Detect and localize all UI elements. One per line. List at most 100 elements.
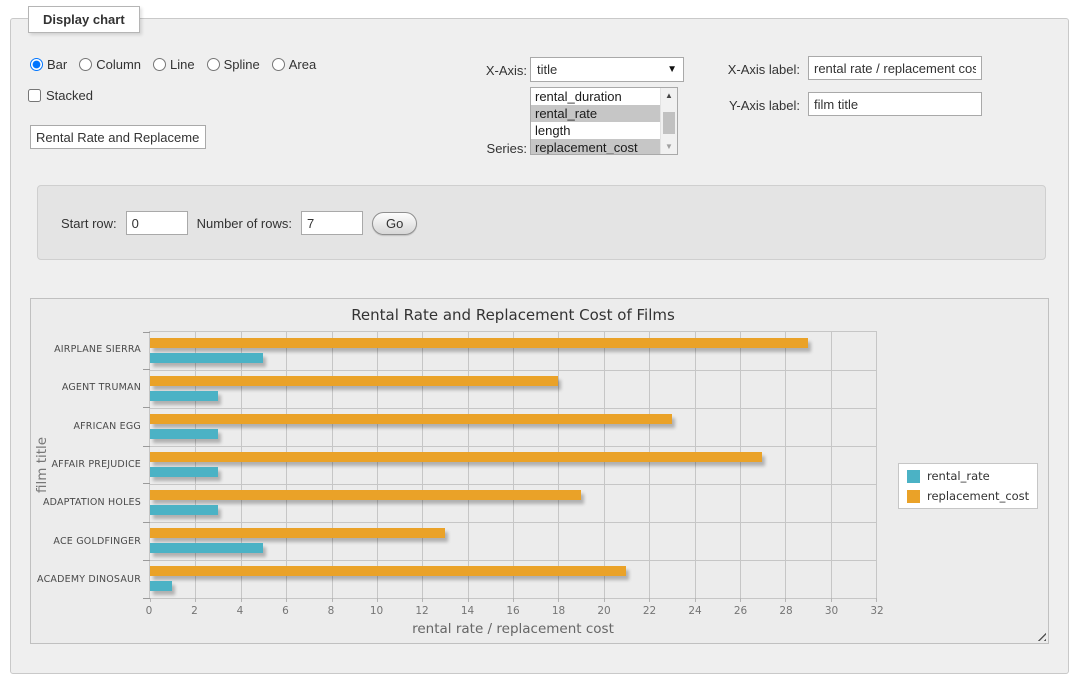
radio-area[interactable] [271,58,285,71]
grid-line-y [150,408,876,409]
category-label: AFRICAN EGG [73,420,141,432]
x-tick-label: 8 [327,605,335,617]
x-tick-mark [739,598,741,602]
grid-line-y [150,446,876,447]
grid-line-x [694,332,696,598]
dropdown-arrow-icon: ▼ [667,64,677,75]
y-tick-mark [143,597,150,599]
grid-line-x [513,332,514,598]
y-tick-mark [143,369,150,371]
bar-rental_rate-6 [150,580,173,591]
x-tick-mark [331,598,333,602]
x-tick-label: 0 [145,605,153,617]
x-tick-label: 10 [369,605,384,617]
bar-replacement_cost-1 [150,375,559,386]
chart-title-input[interactable] [30,125,206,149]
radio-spline[interactable] [206,58,220,71]
grid-line-x [422,332,424,598]
y-tick-mark [143,559,150,561]
y-tick-mark [143,331,150,333]
bar-rental_rate-4 [150,504,218,515]
x-axis-select-label: X-Axis: [485,63,527,78]
bar-replacement_cost-3 [150,451,763,462]
num-rows-label: Number of rows: [196,215,292,231]
y-tick-mark [143,407,150,409]
grid-line-x [240,332,242,598]
y-tick-mark [143,483,150,485]
x-tick-label: 6 [282,605,289,617]
x-tick-mark [195,598,197,602]
x-tick-mark [286,598,288,602]
grid-line-y [150,370,876,371]
scroll-down-icon[interactable]: ▼ [665,142,673,151]
grid-line-x [467,332,469,598]
x-tick-label: 2 [191,605,198,617]
row-controls-panel: Start row: Number of rows: Go [37,185,1046,260]
start-row-input[interactable] [125,211,188,235]
display-chart-legend: Display chart [28,6,140,33]
series-listbox[interactable]: rental_duration rental_rate length replacem… [530,87,678,155]
radio-bar[interactable] [30,58,43,71]
x-tick-label: 4 [236,605,244,617]
bar-rental_rate-0 [150,352,264,363]
go-button[interactable]: Go [372,211,418,235]
series-option-rental_duration[interactable]: rental_duration [535,89,622,104]
stacked-checkbox[interactable] [28,89,41,102]
bar-rental_rate-1 [150,390,218,401]
grid-line-y [150,560,876,561]
x-tick-label: 30 [824,605,839,617]
x-tick-label: 14 [460,605,475,617]
x-tick-mark [422,598,424,602]
grid-line-x [558,332,560,598]
x-tick-mark [649,598,651,602]
series-scrollbar[interactable]: ▲ ▼ [660,88,677,154]
chart-legend: rental_rate replacement_cost [898,463,1039,509]
bar-rental_rate-5 [150,542,264,553]
x-tick-mark [467,598,469,602]
grid-line-y [150,522,876,523]
category-label: AFFAIR PREJUDICE [51,459,141,470]
x-axis-select[interactable]: title ▼ [530,57,684,82]
bar-replacement_cost-5 [150,527,445,538]
category-label: ADAPTATION HOLES [42,497,141,509]
legend-swatch [907,489,920,503]
x-tick-label: 24 [688,605,702,617]
x-tick-label: 18 [551,605,566,617]
num-rows-input[interactable] [301,211,363,235]
x-tick-mark [785,598,787,602]
bar-replacement_cost-4 [150,489,581,500]
scrollbar-thumb[interactable] [663,112,675,134]
series-select-label: Series: [486,141,527,156]
bar-replacement_cost-6 [150,565,627,576]
series-option-rental_rate[interactable]: rental_rate [531,105,660,122]
stacked-label: Stacked [46,88,93,103]
radio-line[interactable] [153,58,167,71]
x-tick-label: 20 [597,605,611,617]
category-label: ACADEMY DINOSAUR [37,573,141,585]
radio-label-bar: Bar [47,57,68,72]
series-option-length[interactable]: length [535,123,571,138]
row-controls: Start row: Number of rows: Go [61,211,418,235]
grid-line-y [150,484,876,485]
scroll-up-icon[interactable]: ▲ [665,91,673,100]
grid-line-x [830,332,832,598]
x-axis-label-field[interactable] [808,56,982,80]
legend-label: replacement_cost [927,489,1030,503]
radio-column[interactable] [79,58,93,71]
y-axis-label-field[interactable] [808,92,982,116]
resize-grip-icon[interactable] [1034,629,1046,641]
x-tick-label: 26 [733,605,748,617]
x-tick-mark [150,598,151,602]
start-row-label: Start row: [61,215,117,231]
stacked-row: Stacked [28,88,93,103]
series-option-replacement_cost[interactable]: replacement_cost [531,139,660,154]
x-tick-label: 16 [506,605,520,617]
y-axis-label-label: Y-Axis label: [728,98,800,113]
bar-rental_rate-2 [150,428,218,439]
bar-replacement_cost-0 [150,337,808,348]
radio-label-area: Area [288,57,317,72]
x-tick-mark [240,598,242,602]
x-axis-select-value: title [537,62,558,77]
chart-title: Rental Rate and Replacement Cost of Film… [351,306,675,324]
grid-line-x [739,332,741,598]
